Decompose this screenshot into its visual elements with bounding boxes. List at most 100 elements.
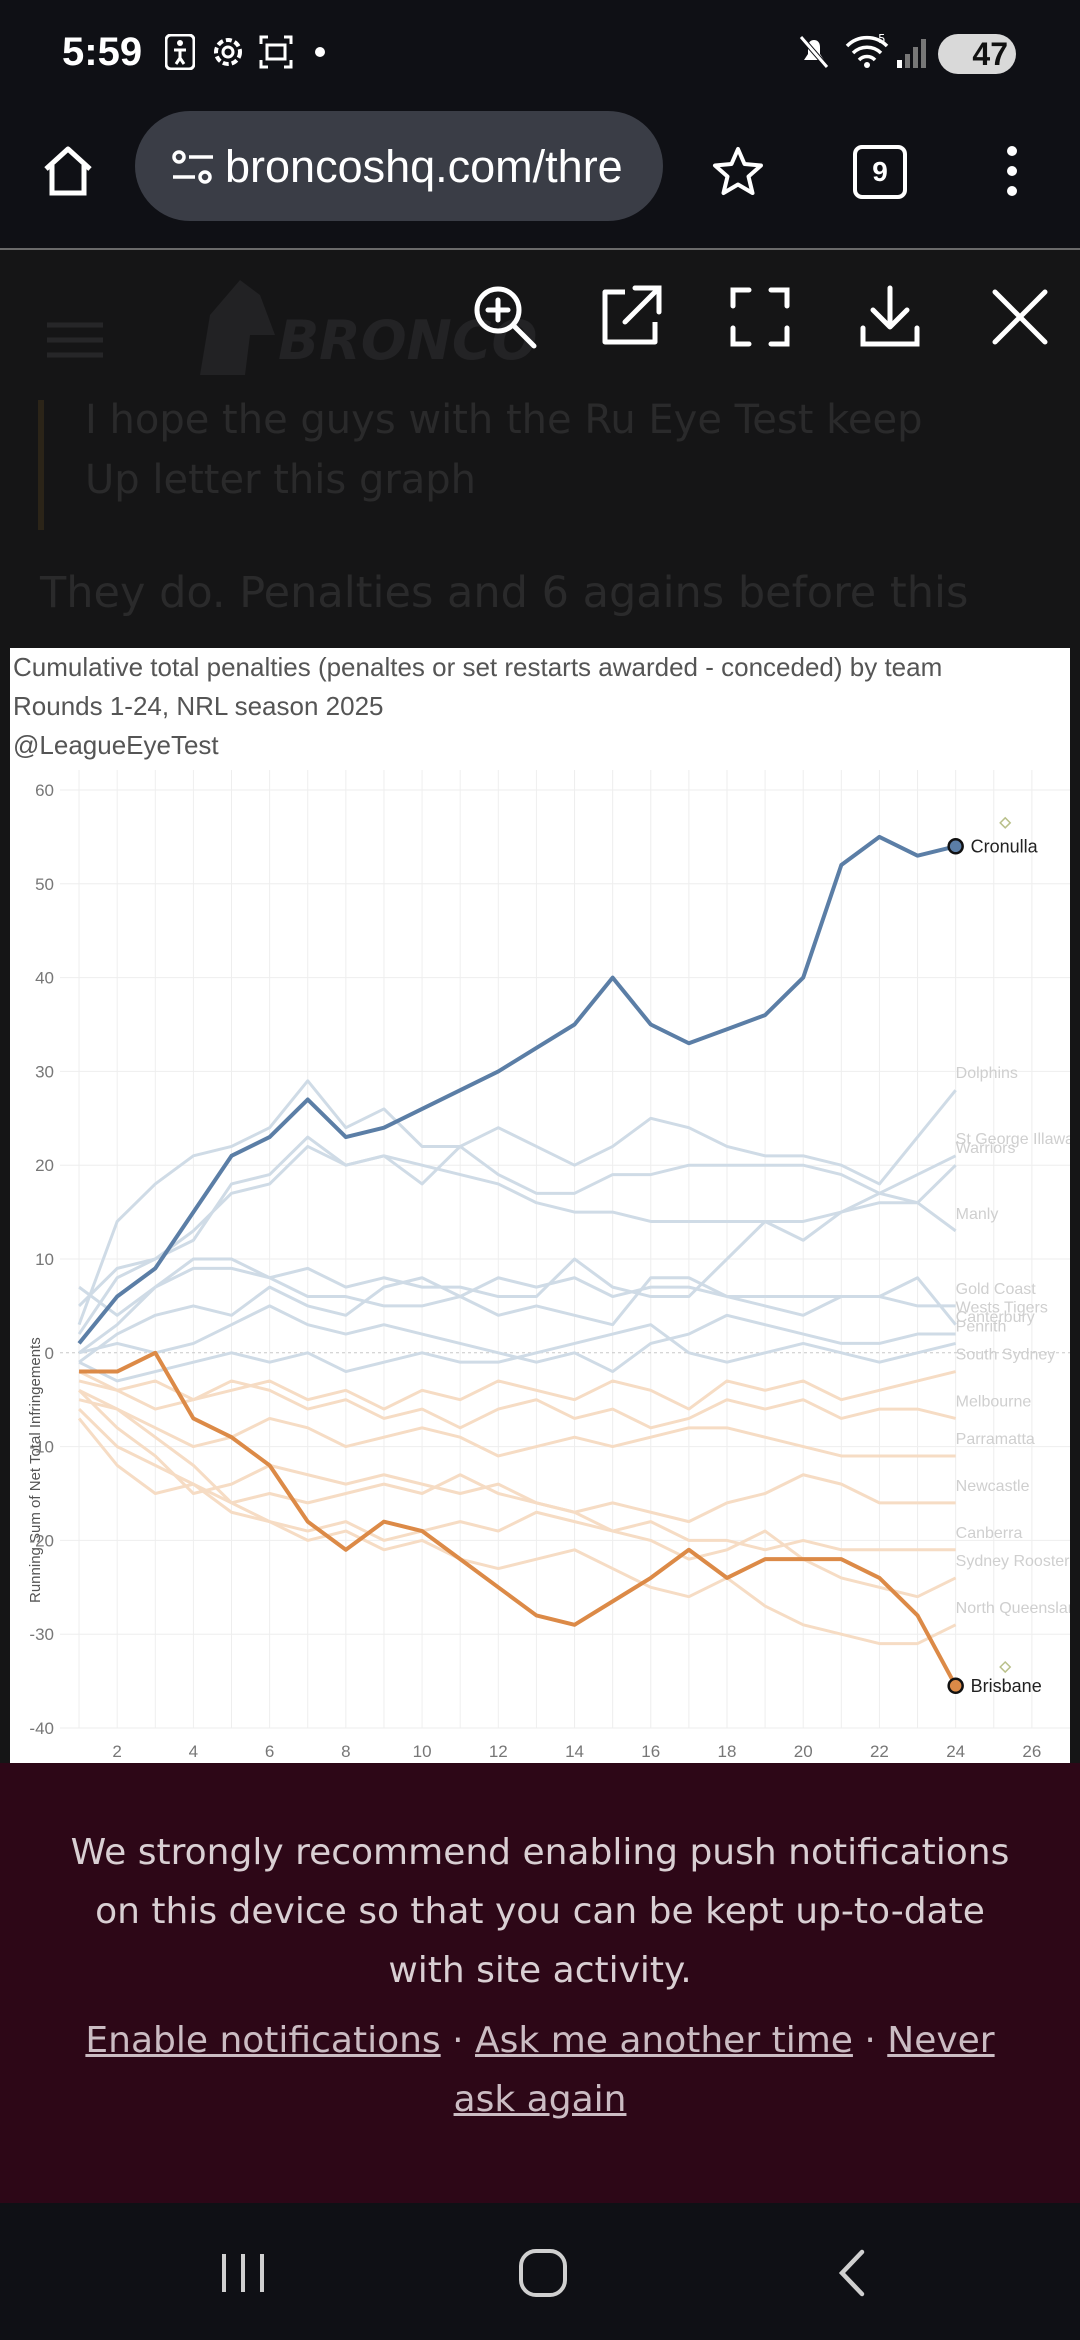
x-tick-label: 2 (112, 1742, 121, 1761)
series-line (78, 1370, 957, 1430)
quote-line-2: Up letter this graph (85, 457, 477, 503)
diamond-marker (999, 1660, 1012, 1674)
y-tick-label: -10 (29, 1438, 54, 1457)
series-line (77, 834, 957, 1345)
y-tick-label: 10 (35, 1250, 54, 1269)
x-tick-label: 22 (870, 1742, 889, 1761)
series-line (78, 1266, 956, 1327)
back-icon[interactable] (828, 2248, 878, 2298)
series-line (78, 1408, 957, 1599)
diamond-marker (999, 816, 1012, 829)
series-label: Canberra (956, 1525, 1023, 1542)
reply-text: They do. Penalties and 6 agains before t… (40, 568, 969, 618)
browser-toolbar: broncoshq.com/thre 9 (0, 108, 1080, 250)
chart-credit: @LeagueEyeTest (13, 730, 219, 760)
chart-title: Cumulative total penalties (penaltes or … (13, 652, 943, 682)
series-line (78, 1135, 957, 1307)
open-external-icon[interactable] (595, 282, 665, 352)
y-tick-label: 20 (35, 1156, 54, 1175)
x-tick-label: 14 (565, 1742, 584, 1761)
home-nav-icon[interactable] (518, 2248, 568, 2298)
series-label: Newcastle (956, 1478, 1030, 1495)
series-label: Parramatta (956, 1431, 1035, 1448)
download-icon[interactable] (855, 282, 925, 352)
battery-icon: 47 (938, 34, 1016, 74)
star-icon[interactable] (710, 144, 766, 200)
series-label: Gold Coast (956, 1281, 1037, 1298)
series-line (78, 1201, 957, 1355)
series-label: St George Illawarra (956, 1131, 1070, 1148)
y-tick-label: 0 (45, 1344, 54, 1363)
system-nav-bar (0, 2203, 1080, 2340)
never-ask-link[interactable]: Never ask again (453, 2020, 995, 2120)
enable-notifications-link[interactable]: Enable notifications (85, 2020, 441, 2061)
tabs-icon[interactable]: 9 (853, 145, 907, 199)
ask-later-link[interactable]: Ask me another time (475, 2020, 853, 2061)
y-tick-label: 40 (35, 969, 54, 988)
x-tick-label: 6 (265, 1742, 274, 1761)
link-separator: · (852, 2020, 888, 2061)
wifi-icon: 5 (845, 34, 889, 68)
series-line (78, 1304, 956, 1374)
y-tick-label: -40 (29, 1719, 54, 1738)
series-label: Manly (956, 1206, 999, 1223)
home-icon[interactable] (40, 143, 96, 199)
series-end-marker (947, 1677, 964, 1695)
address-bar[interactable]: broncoshq.com/thre (135, 111, 663, 221)
tab-count: 9 (872, 156, 888, 187)
site-settings-icon[interactable] (171, 147, 215, 187)
more-icon[interactable] (1000, 143, 1024, 199)
push-notification-banner: We strongly recommend enabling push noti… (0, 1763, 1080, 2203)
chart-subtitle: Rounds 1-24, NRL season 2025 (13, 691, 384, 721)
signal-icon (897, 39, 926, 68)
series-label: Wests Tigers (956, 1300, 1048, 1317)
recent-apps-icon[interactable] (218, 2248, 268, 2298)
series-line (77, 1144, 957, 1335)
series-line (78, 1388, 956, 1458)
quote-line-1: I hope the guys with the Ru Eye Test kee… (85, 397, 923, 443)
screenshot-icon (259, 35, 293, 69)
series-line (79, 1350, 958, 1687)
series-line (78, 1398, 956, 1552)
status-time: 5:59 (62, 30, 143, 74)
x-tick-label: 18 (718, 1742, 737, 1761)
horse-logo-icon (200, 280, 275, 375)
fullscreen-icon[interactable] (725, 282, 795, 352)
series-label: Warriors (956, 1140, 1016, 1157)
x-tick-label: 20 (794, 1742, 813, 1761)
x-tick-label: 8 (341, 1742, 350, 1761)
notification-message: We strongly recommend enabling push noti… (70, 1832, 1010, 1991)
series-label: Brisbane (971, 1676, 1042, 1696)
y-tick-label: 50 (35, 875, 54, 894)
zoom-in-icon[interactable] (470, 282, 540, 352)
y-tick-label: 60 (35, 781, 54, 800)
accessibility-icon (165, 34, 195, 70)
image-viewer-toolbar (440, 262, 1080, 362)
series-label: Cronulla (971, 836, 1039, 856)
chart-plot: Running Sum of Net Total Infringements 6… (27, 770, 1070, 1761)
y-tick-label: -30 (29, 1625, 54, 1644)
series-line (78, 1370, 957, 1411)
x-tick-label: 4 (189, 1742, 198, 1761)
chart-image[interactable]: Cumulative total penalties (penaltes or … (10, 648, 1070, 1763)
y-tick-label: -20 (29, 1531, 54, 1550)
battery-level: 47 (972, 36, 1008, 72)
dot-icon (315, 47, 325, 57)
svg-text:5: 5 (878, 34, 886, 46)
series-label: North Queensland (956, 1600, 1070, 1617)
x-tick-label: 16 (641, 1742, 660, 1761)
x-tick-label: 24 (946, 1742, 965, 1761)
quote-bar (38, 400, 44, 530)
status-bar: 5:59 5 47 (0, 0, 1080, 108)
close-icon[interactable] (985, 282, 1055, 352)
series-line (78, 1276, 957, 1364)
series-label: South Sydney (956, 1347, 1056, 1364)
series-label: Dolphins (956, 1065, 1018, 1082)
y-axis-label: Running Sum of Net Total Infringements (27, 1337, 44, 1603)
x-tick-label: 12 (489, 1742, 508, 1761)
series-label: Melbourne (956, 1393, 1032, 1410)
url-text[interactable]: broncoshq.com/thre (225, 141, 623, 192)
site-logo-text: BRONCO (278, 309, 538, 372)
series-label: Sydney Roosters (956, 1553, 1070, 1570)
series-line (78, 1323, 957, 1383)
